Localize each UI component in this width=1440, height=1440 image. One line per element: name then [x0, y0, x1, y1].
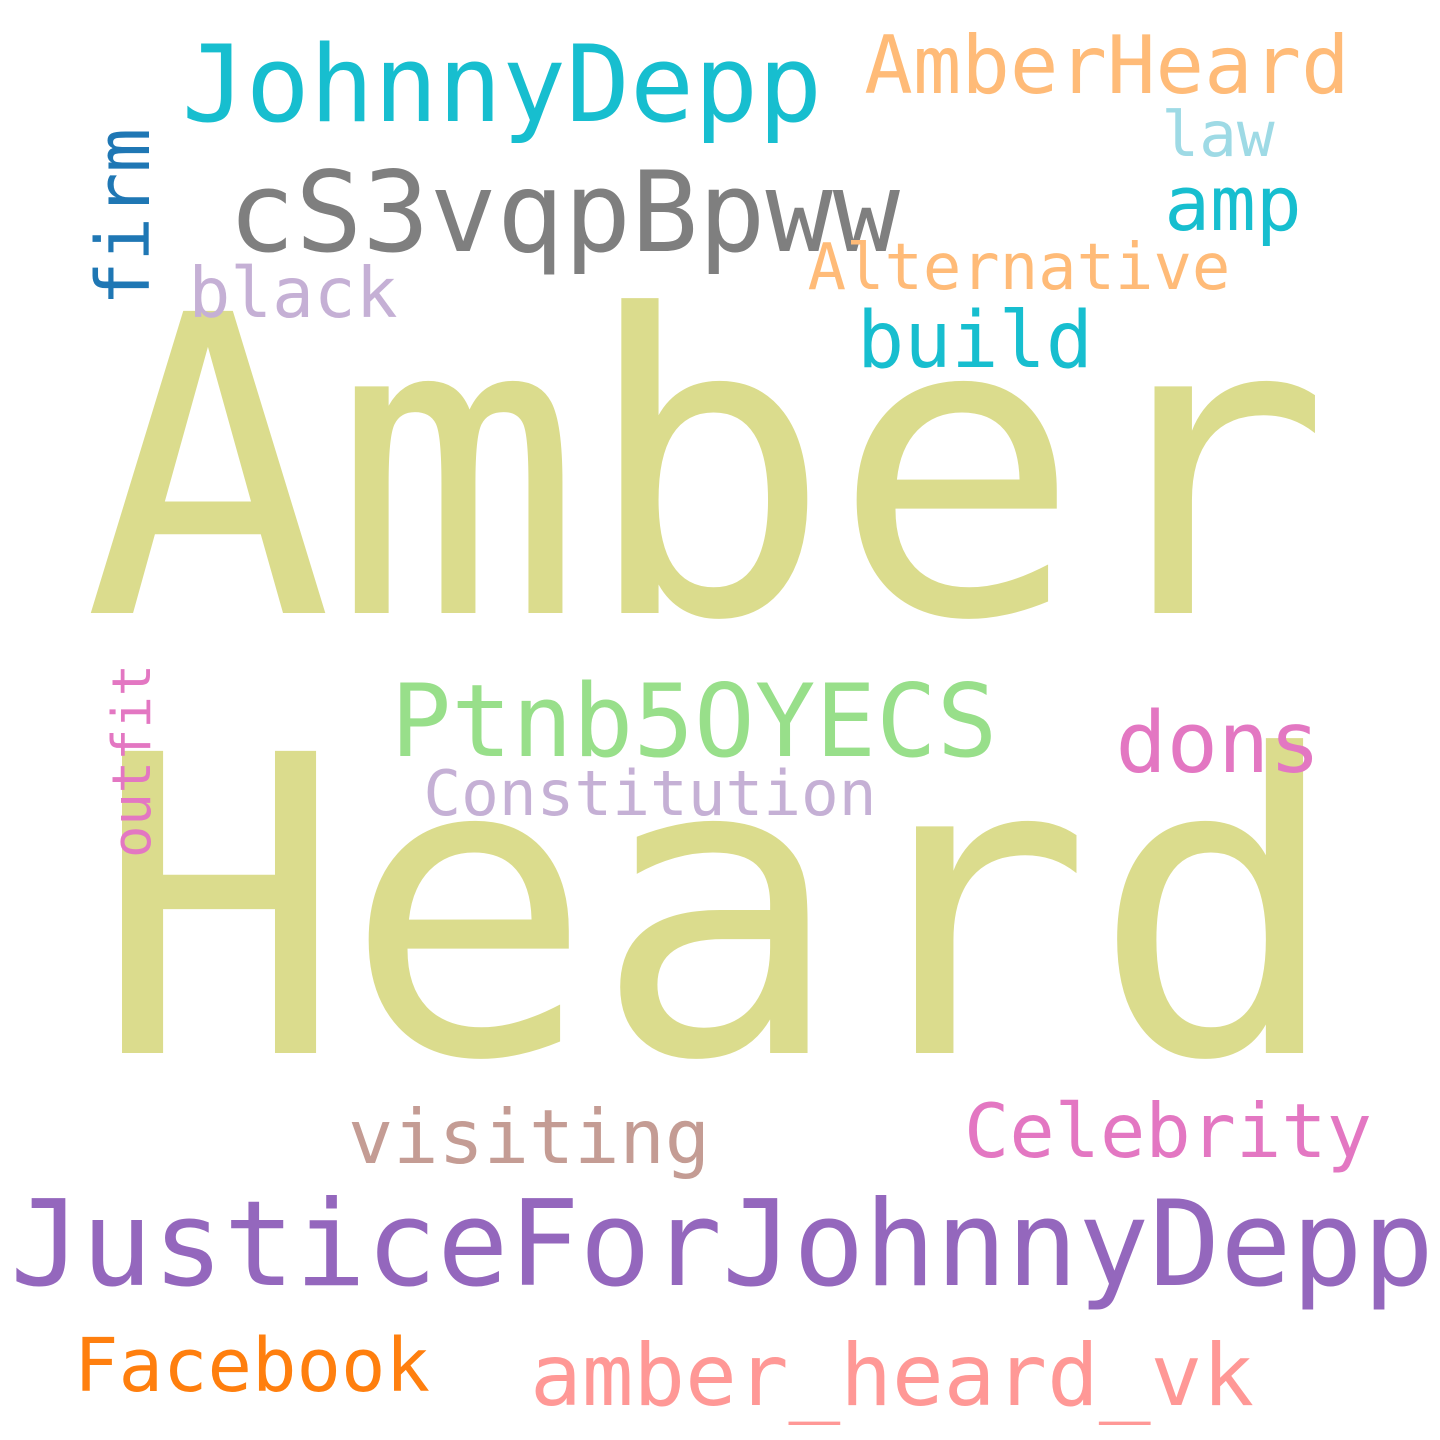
word-dons: dons [1115, 694, 1321, 794]
word-heard: Heard [94, 667, 1342, 1151]
word-ptnb: Ptnb5OYECS [390, 661, 998, 780]
word-visiting: visiting [348, 1093, 710, 1182]
word-black: black [188, 254, 398, 335]
word-celebrity: Celebrity [964, 1087, 1372, 1176]
word-amberheard: AmberHeard [864, 18, 1350, 113]
word-justice: JusticeForJohnnyDepp [10, 1174, 1434, 1313]
word-facebook: Facebook [74, 1323, 430, 1409]
word-constitution: Constitution [423, 756, 877, 830]
word-amber: Amber [83, 227, 1331, 711]
word-outfit: outfit [100, 663, 164, 858]
word-alternative: Alternative [807, 230, 1231, 305]
word-law: law [1161, 97, 1275, 171]
word-code: cS3vqpBpww [228, 148, 900, 279]
word-firm: firm [81, 128, 167, 306]
word-amber-heard-vk: amber_heard_vk [530, 1326, 1254, 1426]
word-johnnydepp: JohnnyDepp [181, 23, 823, 148]
word-amp: amp [1164, 158, 1302, 248]
word-build: build [857, 294, 1093, 386]
